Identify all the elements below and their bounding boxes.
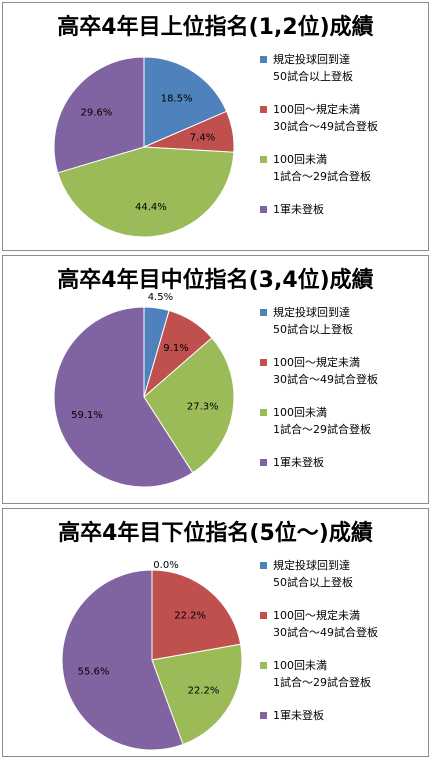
pie-chart: 0.0% 22.2% 22.2% 55.6% <box>61 560 243 751</box>
legend-label: 100回未満 <box>273 406 327 419</box>
legend-item: 1軍未登板 <box>260 203 428 253</box>
data-label: 18.5% <box>161 93 193 104</box>
chart-panel-1: 高卒4年目上位指名(1,2位)成績 18.5% 7.4% 44.4% 29.6% 規定… <box>2 2 429 251</box>
chart-title: 高卒4年目下位指名(5位～)成績 <box>58 521 373 546</box>
legend-label: 100回～規定未満 <box>273 609 360 622</box>
legend-item: 100回～規定未満 30試合～49試合登板 <box>260 609 428 659</box>
legend-item: 100回未満 1試合～29試合登板 <box>260 659 428 709</box>
slice-green <box>143 337 235 474</box>
legend-item: 規定投球回到達 50試合以上登板 <box>260 306 428 356</box>
legend-label: 規定投球回到達 <box>273 559 350 572</box>
data-label: 7.4% <box>190 133 215 144</box>
legend-label: 50試合以上登板 <box>273 576 353 589</box>
legend-swatch-blue <box>260 309 267 316</box>
legend-label: 1試合～29試合登板 <box>273 423 371 436</box>
chart-title: 高卒4年目中位指名(3,4位)成績 <box>57 268 374 293</box>
legend-swatch-blue <box>260 562 267 569</box>
data-label: 55.6% <box>78 666 110 677</box>
legend-label: 100回未満 <box>273 153 327 166</box>
legend-item: 規定投球回到達 50試合以上登板 <box>260 559 428 609</box>
legend-item: 100回～規定未満 30試合～49試合登板 <box>260 103 428 153</box>
legend-label: 100回～規定未満 <box>273 356 360 369</box>
legend-swatch-purple <box>260 459 267 466</box>
chart-panel-2: 高卒4年目中位指名(3,4位)成績 4.5% 9.1% 27.3% 59.1% 規定投… <box>2 255 429 504</box>
slice-red <box>151 569 242 661</box>
legend-label: 30試合～49試合登板 <box>273 373 378 386</box>
legend-label: 100回～規定未満 <box>273 103 360 116</box>
slice-purple <box>61 569 184 751</box>
legend-swatch-green <box>260 662 267 669</box>
pie-chart: 18.5% 7.4% 44.4% 29.6% <box>53 56 235 238</box>
data-label: 22.2% <box>174 611 206 622</box>
legend: 規定投球回到達 50試合以上登板 100回～規定未満 30試合～49試合登板 1… <box>260 306 428 506</box>
legend-swatch-purple <box>260 712 267 719</box>
legend-swatch-green <box>260 156 267 163</box>
slice-blue <box>143 56 228 148</box>
legend-swatch-green <box>260 409 267 416</box>
legend-label: 1試合～29試合登板 <box>273 676 371 689</box>
data-label: 44.4% <box>135 202 167 213</box>
slice-green <box>57 146 235 238</box>
data-label: 29.6% <box>81 108 113 119</box>
legend-label: 1軍未登板 <box>273 203 324 216</box>
legend-item: 1軍未登板 <box>260 709 428 759</box>
legend-item: 100回～規定未満 30試合～49試合登板 <box>260 356 428 406</box>
legend-label: 1軍未登板 <box>273 709 324 722</box>
legend-label: 50試合以上登板 <box>273 70 353 83</box>
legend-label: 100回未満 <box>273 659 327 672</box>
legend-item: 100回未満 1試合～29試合登板 <box>260 406 428 456</box>
data-label: 27.3% <box>187 401 219 412</box>
data-label: 9.1% <box>163 343 188 354</box>
slice-purple <box>53 56 145 174</box>
legend-label: 50試合以上登板 <box>273 323 353 336</box>
data-label: 0.0% <box>153 560 178 571</box>
legend-swatch-blue <box>260 56 267 63</box>
legend-label: 30試合～49試合登板 <box>273 626 378 639</box>
legend-swatch-red <box>260 359 267 366</box>
legend: 規定投球回到達 50試合以上登板 100回～規定未満 30試合～49試合登板 1… <box>260 559 428 759</box>
slice-green <box>151 643 243 746</box>
legend-item: 1軍未登板 <box>260 456 428 506</box>
legend-swatch-red <box>260 612 267 619</box>
legend-swatch-purple <box>260 206 267 213</box>
legend-item: 100回未満 1試合～29試合登板 <box>260 153 428 203</box>
legend-item: 規定投球回到達 50試合以上登板 <box>260 53 428 103</box>
chart-panel-3: 高卒4年目下位指名(5位～)成績 0.0% 22.2% 22.2% 55.6% 規定投… <box>2 508 429 757</box>
legend-swatch-red <box>260 106 267 113</box>
data-label: 22.2% <box>188 686 220 697</box>
data-label: 59.1% <box>71 410 103 421</box>
legend-label: 1軍未登板 <box>273 456 324 469</box>
chart-title: 高卒4年目上位指名(1,2位)成績 <box>57 15 374 40</box>
legend-label: 規定投球回到達 <box>273 306 350 319</box>
data-label: 4.5% <box>148 292 173 303</box>
pie-chart: 4.5% 9.1% 27.3% 59.1% <box>53 292 235 488</box>
legend: 規定投球回到達 50試合以上登板 100回～規定未満 30試合～49試合登板 1… <box>260 53 428 253</box>
legend-label: 30試合～49試合登板 <box>273 120 378 133</box>
legend-label: 1試合～29試合登板 <box>273 170 371 183</box>
slice-purple <box>53 306 194 488</box>
legend-label: 規定投球回到達 <box>273 53 350 66</box>
